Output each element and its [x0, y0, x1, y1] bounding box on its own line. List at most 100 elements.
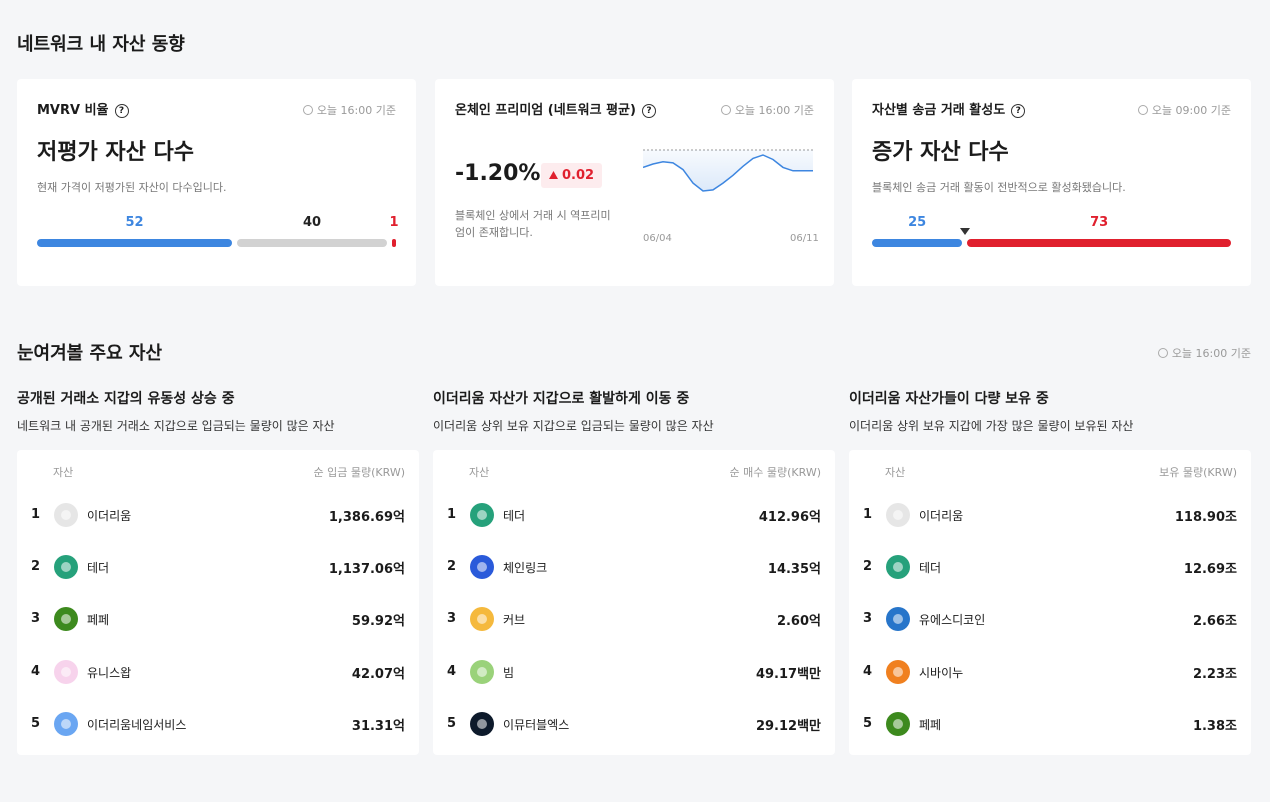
card-title: MVRV 비율? — [37, 99, 129, 118]
title-text: 온체인 프리미엄 (네트워크 평균) — [455, 103, 636, 118]
list-title: 공개된 거래소 지갑의 유동성 상승 중 — [17, 391, 235, 407]
asset-name: 시바이누 — [919, 665, 964, 680]
asset-name: 이더리움네임서비스 — [87, 717, 187, 732]
asset-name: 체인링크 — [503, 561, 548, 576]
bar — [872, 239, 963, 247]
triangle — [549, 171, 558, 179]
sparkline-area — [643, 150, 813, 191]
icon-inner — [61, 562, 71, 573]
rank: 1 — [863, 507, 873, 522]
title-text: 자산별 송금 거래 활성도 — [872, 103, 1006, 118]
rank: 4 — [863, 663, 873, 679]
change-badge: 0.02 — [541, 163, 603, 188]
clock-icon — [1157, 348, 1168, 358]
bar — [237, 239, 387, 247]
update-time: 오늘 09:00 기준 — [1137, 102, 1231, 118]
asset-value: 59.92억 — [351, 614, 405, 630]
asset-row: 5 이뮤터블엑스 29.12백만 — [433, 709, 835, 739]
asset-name: 빔 — [503, 665, 515, 680]
rank: 2 — [863, 559, 873, 575]
bar-label: 40 — [302, 215, 322, 230]
card-title: 자산별 송금 거래 활성도? — [872, 99, 1026, 118]
asset-row: 3 유에스디코인 2.66조 — [849, 604, 1251, 634]
asset-value: 29.12백만 — [755, 718, 821, 734]
asset-name: 페페 — [87, 613, 110, 628]
asset-name: 테더 — [919, 561, 942, 576]
clock-icon — [302, 105, 313, 115]
icon-inner — [477, 718, 487, 729]
bar — [37, 239, 232, 247]
asset-value: 1,137.06억 — [328, 562, 405, 578]
column-header: 순 매수 물량(KRW) — [729, 466, 821, 479]
rank: 2 — [447, 559, 457, 575]
column-header: 자산 — [53, 466, 74, 479]
asset-icon — [54, 711, 78, 736]
asset-icon — [470, 711, 494, 736]
date-label: 06/11 — [790, 233, 819, 244]
headline: 증가 자산 다수 — [872, 140, 1009, 165]
asset-name: 이더리움 — [919, 509, 964, 523]
asset-icon — [470, 555, 494, 580]
rank: 3 — [31, 611, 41, 627]
update-time: 오늘 16:00 기준 — [720, 102, 814, 118]
rank: 3 — [863, 611, 873, 627]
icon-inner — [477, 666, 487, 677]
column-header: 순 입금 물량(KRW) — [313, 466, 405, 479]
asset-row: 2 체인링크 14.35억 — [433, 552, 835, 582]
asset-value: 2.23조 — [1192, 666, 1237, 682]
asset-icon — [470, 503, 494, 527]
rank: 3 — [447, 611, 457, 627]
bar — [967, 239, 1231, 247]
bar-label: 25 — [908, 215, 927, 230]
asset-row: 2 테더 1,137.06억 — [17, 552, 419, 582]
bar-label: 52 — [125, 215, 144, 230]
icon-inner — [61, 510, 71, 520]
marker — [959, 228, 970, 235]
change-text: 0.02 — [562, 168, 595, 183]
asset-icon — [886, 503, 910, 527]
bar — [392, 239, 396, 247]
help-icon: ? — [1011, 103, 1026, 118]
icon-inner — [477, 562, 487, 573]
icon-inner — [893, 614, 903, 625]
clock-icon — [1137, 105, 1148, 115]
asset-icon — [886, 555, 910, 580]
rank: 5 — [31, 715, 41, 731]
asset-value: 42.07억 — [351, 666, 405, 682]
asset-table: 자산 순 매수 물량(KRW) 1 테더 412.96억 2 체인링크 14.35억 3 커브 2.… — [433, 450, 835, 755]
asset-icon — [470, 659, 494, 684]
asset-name: 이더리움 — [87, 509, 132, 523]
asset-name: 이뮤터블엑스 — [503, 717, 570, 732]
asset-icon — [54, 503, 78, 527]
asset-icon — [886, 711, 910, 736]
asset-icon — [886, 607, 910, 632]
asset-row: 1 이더리움 118.90조 — [849, 500, 1251, 530]
asset-table: 자산 보유 물량(KRW) 1 이더리움 118.90조 2 테더 12.69조 3 유에스디코인… — [849, 450, 1251, 755]
card-title: 온체인 프리미엄 (네트워크 평균)? — [455, 99, 656, 118]
icon-inner — [893, 718, 903, 729]
rank: 5 — [447, 715, 457, 731]
asset-name: 유니스왑 — [87, 665, 132, 680]
asset-name: 커브 — [503, 613, 526, 628]
asset-row: 4 유니스왑 42.07억 — [17, 657, 419, 687]
bar-segment: 1 — [389, 215, 399, 249]
asset-value: 31.31억 — [351, 718, 405, 734]
clock-icon — [720, 105, 731, 115]
asset-icon — [470, 607, 494, 632]
bar-segment: 52 — [37, 215, 232, 249]
description: 블록체인 송금 거래 활동이 전반적으로 활성화됐습니다. — [872, 181, 1126, 194]
rank: 2 — [31, 559, 41, 575]
list-title: 이더리움 자산가들이 다량 보유 중 — [849, 391, 1049, 407]
icon-inner — [61, 666, 71, 677]
headline: 저평가 자산 다수 — [37, 140, 194, 165]
section-title: 네트워크 내 자산 동향 — [17, 34, 185, 55]
up-icon — [549, 171, 558, 179]
time-text: 오늘 16:00 기준 — [1171, 347, 1251, 360]
asset-icon — [886, 659, 910, 684]
premium-value: -1.20% — [455, 161, 541, 186]
time-text: 오늘 09:00 기준 — [1151, 104, 1231, 117]
bar-group: 52 40 1 — [37, 215, 399, 249]
asset-name: 테더 — [503, 509, 526, 523]
card: 온체인 프리미엄 (네트워크 평균)? 오늘 16:00 기준 -1.20% 0.02… — [435, 79, 834, 286]
asset-row: 4 시바이누 2.23조 — [849, 657, 1251, 687]
